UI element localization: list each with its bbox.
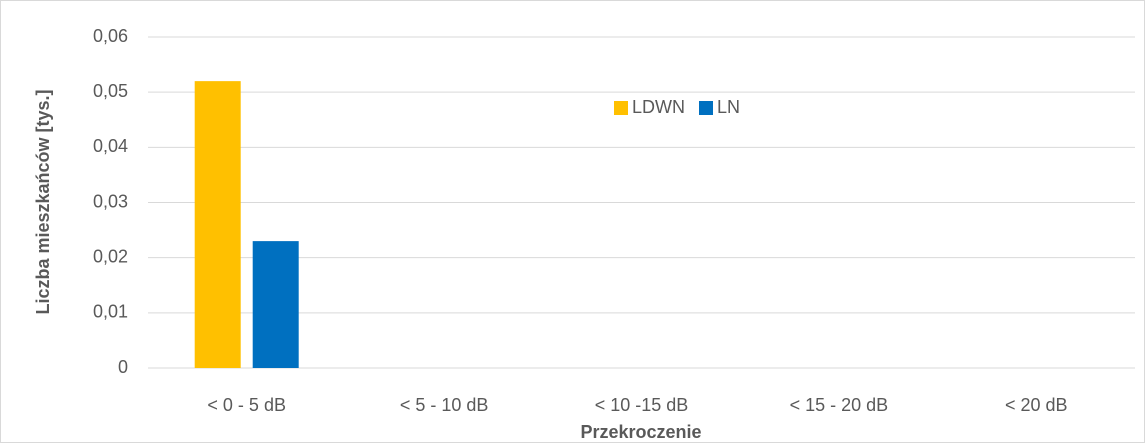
x-tick-label: < 0 - 5 dB [207,395,286,415]
x-tick-label: < 5 - 10 dB [400,395,489,415]
legend-swatch [614,101,628,115]
y-tick-label: 0,02 [93,246,128,266]
y-tick-label: 0,06 [93,26,128,46]
x-tick-label: < 20 dB [1005,395,1068,415]
legend-swatch [699,101,713,115]
y-axis-title: Liczba mieszkańców [tys.] [33,89,53,314]
bar [252,241,299,368]
bar [194,81,241,368]
y-tick-label: 0,05 [93,81,128,101]
x-tick-label: < 15 - 20 dB [790,395,889,415]
x-axis-title: Przekroczenie [580,422,701,442]
y-tick-label: 0,01 [93,302,128,322]
y-tick-label: 0,04 [93,136,128,156]
x-tick-label: < 10 -15 dB [595,395,689,415]
legend-label: LN [717,97,740,117]
y-tick-label: 0 [118,357,128,377]
y-tick-label: 0,03 [93,191,128,211]
legend-label: LDWN [632,97,685,117]
